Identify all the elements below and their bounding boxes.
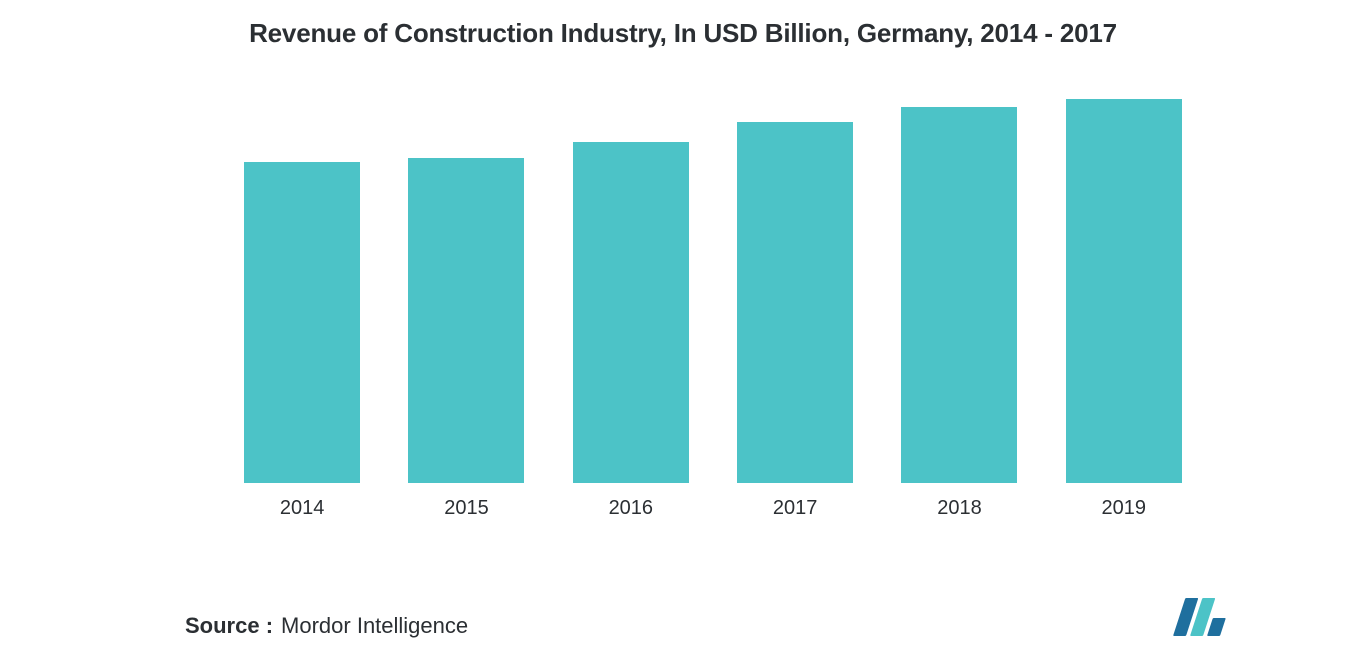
bar <box>901 107 1017 483</box>
bar-chart <box>220 91 1206 483</box>
bar <box>408 158 524 483</box>
bar-slot <box>713 91 877 483</box>
chart-title: Revenue of Construction Industry, In USD… <box>100 18 1266 49</box>
x-axis-label: 2014 <box>220 497 384 520</box>
x-axis-label: 2015 <box>384 497 548 520</box>
x-axis-labels: 201420152016201720182019 <box>220 497 1206 520</box>
bar <box>1066 99 1182 483</box>
x-axis-label: 2018 <box>877 497 1041 520</box>
bar-slot <box>220 91 384 483</box>
source-label: Source : <box>185 613 273 639</box>
bar-slot <box>1042 91 1206 483</box>
x-axis-label: 2017 <box>713 497 877 520</box>
x-axis-label: 2016 <box>549 497 713 520</box>
bar-slot <box>384 91 548 483</box>
bar <box>573 142 689 483</box>
x-axis-label: 2019 <box>1042 497 1206 520</box>
bar <box>244 162 360 483</box>
page: Revenue of Construction Industry, In USD… <box>0 0 1366 655</box>
source-value: Mordor Intelligence <box>281 613 468 639</box>
bar-slot <box>549 91 713 483</box>
bar-slot <box>877 91 1041 483</box>
source-footer: Source : Mordor Intelligence <box>185 613 468 639</box>
bar <box>737 122 853 483</box>
mordor-logo-icon <box>1168 596 1246 643</box>
